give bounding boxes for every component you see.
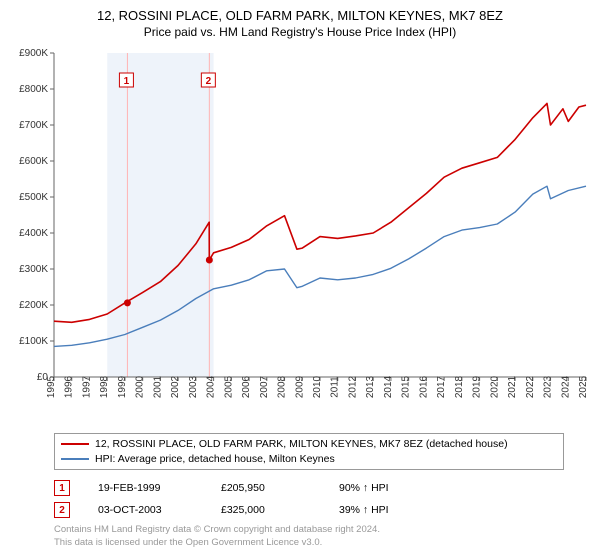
sale-events: 1 19-FEB-1999 £205,950 90% ↑ HPI 2 03-OC… [54, 480, 592, 518]
svg-text:£900K: £900K [19, 48, 48, 59]
svg-text:2021: 2021 [507, 375, 518, 398]
svg-text:2017: 2017 [436, 375, 447, 398]
svg-text:2018: 2018 [454, 375, 465, 398]
legend-row: 12, ROSSINI PLACE, OLD FARM PARK, MILTON… [61, 437, 557, 452]
svg-text:2003: 2003 [188, 375, 199, 398]
svg-text:2020: 2020 [489, 375, 500, 398]
legend-label: HPI: Average price, detached house, Milt… [95, 452, 335, 467]
footer-line: This data is licensed under the Open Gov… [54, 537, 592, 549]
svg-text:£500K: £500K [19, 192, 48, 203]
svg-text:£200K: £200K [19, 300, 48, 311]
svg-text:£700K: £700K [19, 120, 48, 131]
sale-delta: 90% ↑ HPI [339, 482, 429, 494]
svg-text:2023: 2023 [543, 375, 554, 398]
svg-text:2000: 2000 [135, 375, 146, 398]
sale-date: 03-OCT-2003 [98, 504, 193, 516]
chart-title: 12, ROSSINI PLACE, OLD FARM PARK, MILTON… [8, 8, 592, 23]
svg-text:2019: 2019 [472, 375, 483, 398]
sale-row: 1 19-FEB-1999 £205,950 90% ↑ HPI [54, 480, 592, 496]
svg-text:2008: 2008 [277, 375, 288, 398]
footer-attribution: Contains HM Land Registry data © Crown c… [54, 524, 592, 549]
sale-delta: 39% ↑ HPI [339, 504, 429, 516]
svg-text:£300K: £300K [19, 264, 48, 275]
legend-swatch-hpi [61, 458, 89, 460]
sale-badge: 2 [54, 502, 70, 518]
svg-text:£800K: £800K [19, 84, 48, 95]
sale-date: 19-FEB-1999 [98, 482, 193, 494]
svg-text:2005: 2005 [223, 375, 234, 398]
line-chart: £0£100K£200K£300K£400K£500K£600K£700K£80… [8, 47, 592, 427]
chart-subtitle: Price paid vs. HM Land Registry's House … [8, 25, 592, 39]
legend-label: 12, ROSSINI PLACE, OLD FARM PARK, MILTON… [95, 437, 508, 452]
svg-text:2010: 2010 [312, 375, 323, 398]
svg-text:2014: 2014 [383, 375, 394, 398]
svg-text:2: 2 [206, 76, 212, 87]
svg-text:£400K: £400K [19, 228, 48, 239]
svg-text:2002: 2002 [170, 375, 181, 398]
legend-swatch-price-paid [61, 443, 89, 445]
svg-text:2009: 2009 [294, 375, 305, 398]
svg-text:2015: 2015 [401, 375, 412, 398]
sale-price: £325,000 [221, 504, 311, 516]
svg-text:2011: 2011 [330, 376, 341, 398]
svg-text:2025: 2025 [578, 375, 589, 398]
svg-text:1999: 1999 [117, 375, 128, 398]
chart-area: £0£100K£200K£300K£400K£500K£600K£700K£80… [8, 47, 592, 427]
sale-price: £205,950 [221, 482, 311, 494]
sale-badge: 1 [54, 480, 70, 496]
svg-text:2013: 2013 [365, 375, 376, 398]
sale-row: 2 03-OCT-2003 £325,000 39% ↑ HPI [54, 502, 592, 518]
svg-text:2006: 2006 [241, 375, 252, 398]
svg-text:2012: 2012 [347, 375, 358, 398]
legend-row: HPI: Average price, detached house, Milt… [61, 452, 557, 467]
svg-text:1: 1 [124, 76, 130, 87]
svg-text:2007: 2007 [259, 375, 270, 398]
svg-text:1996: 1996 [64, 375, 75, 398]
svg-text:2004: 2004 [206, 375, 217, 398]
legend: 12, ROSSINI PLACE, OLD FARM PARK, MILTON… [54, 433, 564, 470]
svg-text:2022: 2022 [525, 375, 536, 398]
footer-line: Contains HM Land Registry data © Crown c… [54, 524, 592, 536]
svg-text:2024: 2024 [560, 375, 571, 398]
svg-text:1998: 1998 [99, 375, 110, 398]
svg-text:2016: 2016 [418, 375, 429, 398]
svg-text:£600K: £600K [19, 156, 48, 167]
svg-text:2001: 2001 [152, 375, 163, 398]
svg-text:£100K: £100K [19, 336, 48, 347]
svg-text:1995: 1995 [46, 375, 57, 398]
svg-text:1997: 1997 [81, 375, 92, 398]
